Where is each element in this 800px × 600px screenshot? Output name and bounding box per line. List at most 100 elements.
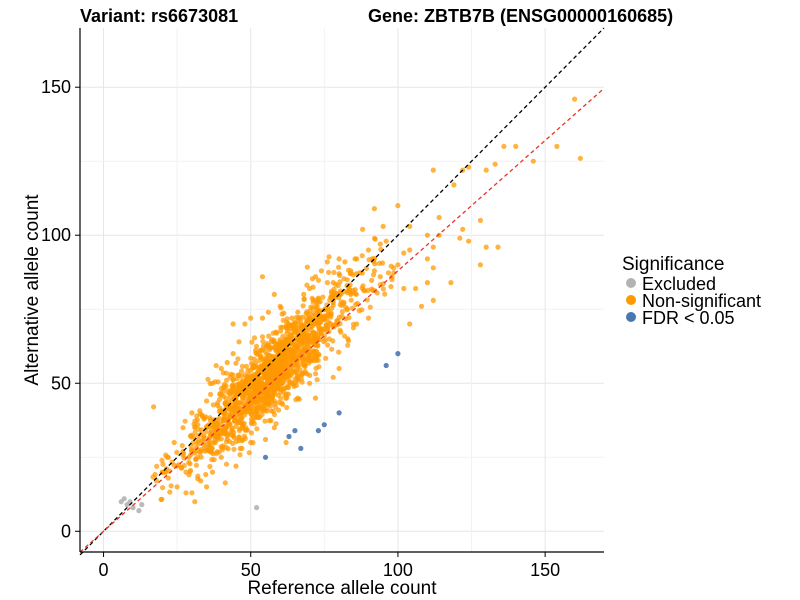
point-non-significant [407,247,413,253]
point-non-significant [187,461,193,467]
point-non-significant [195,422,201,428]
point-non-significant [424,256,430,262]
point-non-significant [258,378,265,384]
reference-line-identity [79,27,605,556]
point-excluded [130,505,136,511]
point-non-significant [234,376,240,382]
point-non-significant [272,372,278,378]
point-non-significant [260,343,267,349]
point-non-significant [223,439,230,445]
point-non-significant [204,484,210,490]
point-non-significant [369,286,375,292]
point-fdr [321,422,327,428]
point-non-significant [430,297,436,303]
point-non-significant [241,392,247,398]
point-non-significant [310,330,316,336]
point-non-significant [168,483,174,489]
point-non-significant [214,402,221,408]
point-non-significant [224,377,230,383]
point-non-significant [165,454,171,460]
x-tick-label: 100 [383,560,413,580]
point-non-significant [328,314,334,320]
legend-label-excluded: Excluded [642,274,716,294]
point-non-significant [267,376,273,382]
point-non-significant [268,403,274,409]
point-non-significant [306,336,312,342]
point-non-significant [268,408,274,414]
point-non-significant [220,370,226,376]
point-non-significant [382,291,388,297]
point-non-significant [288,331,294,337]
point-non-significant [401,285,407,292]
point-non-significant [314,377,320,383]
point-non-significant [371,268,377,274]
point-non-significant [330,374,336,380]
point-non-significant [151,404,157,410]
point-non-significant [289,358,295,364]
point-non-significant [313,354,319,360]
point-non-significant [234,405,240,411]
point-non-significant [178,465,184,471]
point-non-significant [238,400,244,406]
x-axis-label: Reference allele count [247,578,437,599]
legend-title: Significance [622,254,724,275]
point-non-significant [312,395,319,401]
point-non-significant [197,450,203,456]
point-fdr [383,362,389,369]
point-non-significant [251,386,257,392]
point-non-significant [430,167,436,173]
points-fdr [262,351,401,460]
legend-swatch-fdr [626,312,636,322]
point-non-significant [401,250,407,256]
point-non-significant [258,397,264,403]
point-non-significant [187,467,194,474]
point-non-significant [430,265,436,271]
point-non-significant [336,264,342,270]
point-non-significant [159,457,165,463]
point-non-significant [448,280,454,286]
point-fdr [292,428,298,434]
point-non-significant [261,403,267,409]
point-non-significant [210,402,216,408]
point-non-significant [345,342,351,348]
point-non-significant [212,439,218,446]
point-non-significant [264,408,270,414]
point-non-significant [356,308,362,314]
point-non-significant [230,351,236,357]
point-non-significant [280,401,286,407]
point-non-significant [279,311,285,317]
point-non-significant [329,346,335,352]
point-non-significant [218,392,224,398]
point-non-significant [268,418,274,424]
point-non-significant [231,446,237,452]
point-non-significant [388,263,394,269]
point-non-significant [255,414,262,421]
point-non-significant [174,484,180,490]
point-non-significant [501,143,507,149]
point-non-significant [238,373,244,379]
point-non-significant [206,448,213,454]
point-non-significant [243,363,250,369]
point-non-significant [213,363,219,369]
point-non-significant [201,435,207,441]
point-fdr [336,410,342,416]
point-non-significant [237,418,243,424]
point-non-significant [174,449,180,455]
point-non-significant [218,436,224,442]
point-non-significant [284,404,290,411]
point-non-significant [318,268,324,274]
point-non-significant [365,315,372,321]
point-non-significant [223,444,229,451]
point-non-significant [203,471,209,478]
point-non-significant [287,346,294,352]
point-non-significant [189,410,195,416]
point-non-significant [313,336,319,342]
point-non-significant [367,304,373,310]
point-non-significant [281,386,287,392]
point-non-significant [297,367,303,373]
point-non-significant [347,286,353,292]
point-non-significant [186,454,192,460]
point-non-significant [577,155,584,161]
point-non-significant [338,291,344,297]
point-non-significant [224,433,230,439]
